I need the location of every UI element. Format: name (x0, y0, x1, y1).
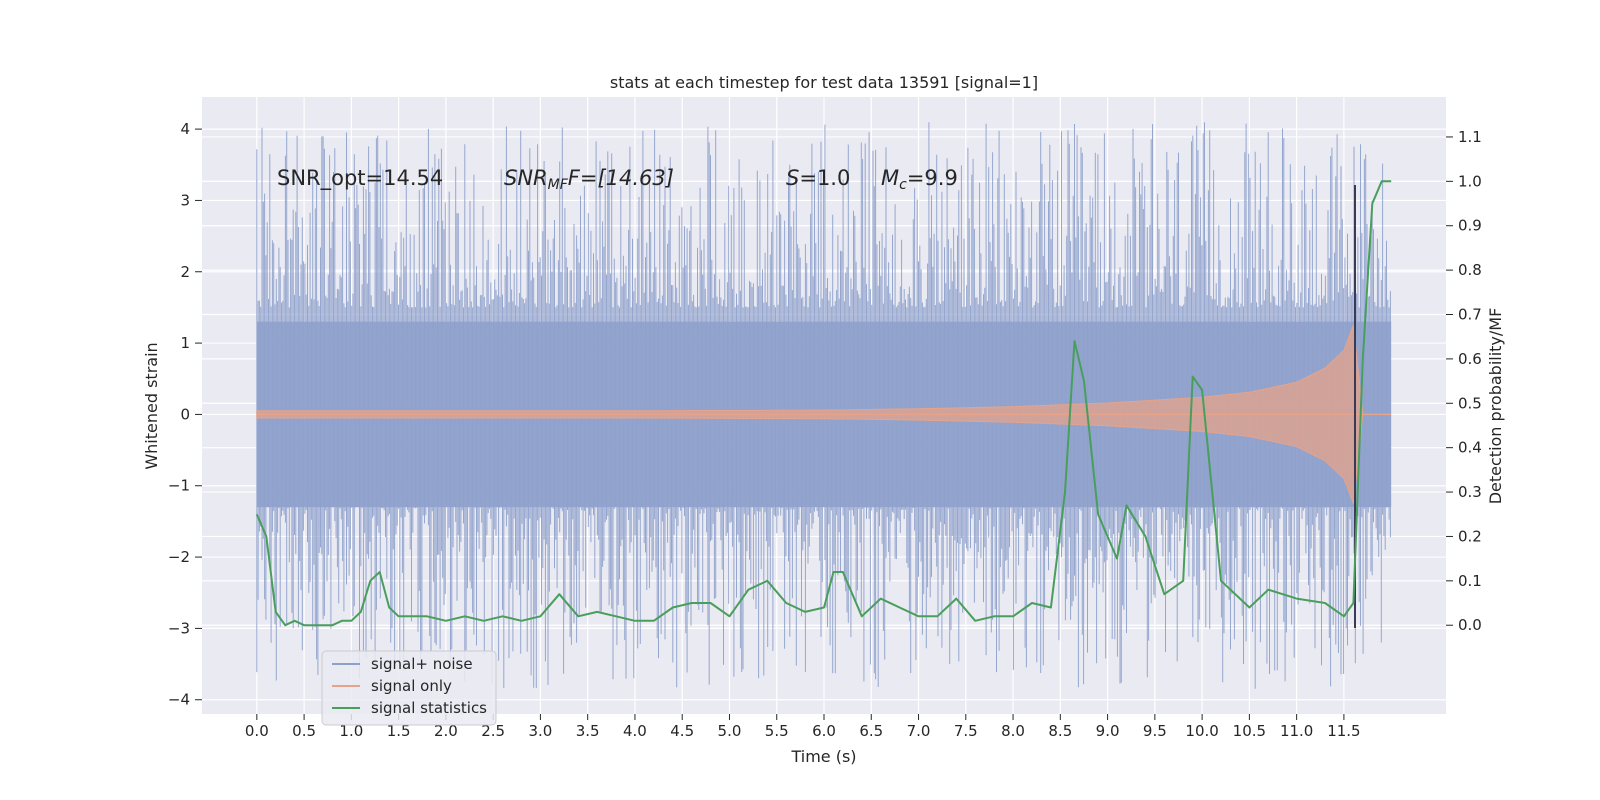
annotation-snr-mf: SNRMFF=[14.63] (504, 166, 674, 193)
y2-axis-ticks: 0.0 0.1 0.2 0.3 0.4 0.5 0.6 0.7 0.8 0.9 1.0 1.1 (1446, 128, 1482, 634)
y2-tick-label: 0.8 (1458, 261, 1482, 279)
y-axis-ticks: −4 −3 −2 −1 0 1 2 3 4 (168, 120, 202, 709)
y2-tick-label: 0.6 (1458, 350, 1482, 368)
chart-title: stats at each timestep for test data 135… (610, 73, 1038, 92)
legend: signal+ noise signal only signal statist… (321, 650, 497, 726)
x-tick-label: 10.5 (1233, 722, 1266, 740)
x-tick-label: 8.5 (1048, 722, 1072, 740)
x-tick-label: 0.0 (245, 722, 269, 740)
signal-statistics-series (255, 180, 1392, 627)
x-tick-label: 6.5 (859, 722, 883, 740)
y2-tick-label: 1.1 (1458, 128, 1482, 146)
x-tick-label: 9.5 (1143, 722, 1167, 740)
y-tick-label: 2 (180, 263, 190, 281)
x-tick-label: 2.0 (434, 722, 458, 740)
x-tick-label: 2.5 (481, 722, 505, 740)
x-tick-label: 3.5 (576, 722, 600, 740)
y2-tick-label: 0.3 (1458, 483, 1482, 501)
y-tick-label: 1 (180, 334, 190, 352)
y-axis-label: Whitened strain (142, 342, 161, 469)
y-tick-label: 0 (180, 405, 190, 423)
mc-rest: =9.9 (907, 166, 958, 190)
annotation-snr-opt: SNR_opt=14.54 (277, 166, 443, 191)
stats-line (255, 180, 1392, 627)
annotation-mc: Mc=9.9 (881, 166, 958, 193)
y-tick-label: 4 (180, 120, 190, 138)
x-tick-label: 1.0 (339, 722, 363, 740)
y2-tick-label: 0.1 (1458, 572, 1482, 590)
snr-mf-main: SNR (504, 166, 548, 190)
y2-tick-label: 0.7 (1458, 306, 1482, 324)
x-tick-label: 7.0 (907, 722, 931, 740)
s-rest: =1.0 (799, 166, 850, 190)
y2-tick-label: 0.5 (1458, 394, 1482, 412)
legend-label-signal: signal only (371, 677, 452, 695)
mc-var: M (881, 166, 899, 190)
x-tick-label: 5.5 (765, 722, 789, 740)
x-tick-label: 8.0 (1001, 722, 1025, 740)
snr-mf-sub: MF (548, 177, 569, 193)
y2-tick-label: 0.0 (1458, 616, 1482, 634)
x-tick-label: 4.0 (623, 722, 647, 740)
snr-mf-rest: F=[14.63] (568, 166, 674, 190)
legend-label-noise: signal+ noise (371, 655, 473, 673)
x-tick-label: 9.0 (1096, 722, 1120, 740)
legend-label-stats: signal statistics (371, 699, 487, 717)
s-var: S (786, 166, 799, 190)
x-tick-label: 11.0 (1280, 722, 1313, 740)
annotation-s: S=1.0 (786, 166, 850, 190)
y2-tick-label: 0.2 (1458, 527, 1482, 545)
y-tick-label: −2 (168, 548, 190, 566)
y-tick-label: −1 (168, 477, 190, 495)
x-tick-label: 4.5 (670, 722, 694, 740)
x-tick-label: 3.0 (528, 722, 552, 740)
y-tick-label: 3 (180, 191, 190, 209)
x-tick-label: 10.0 (1185, 722, 1218, 740)
y2-tick-label: 0.4 (1458, 439, 1482, 457)
x-axis-label: Time (s) (790, 747, 856, 766)
x-tick-label: 1.5 (387, 722, 411, 740)
x-tick-label: 7.5 (954, 722, 978, 740)
legend-box (321, 650, 497, 726)
y2-axis-label: Detection probability/MF (1486, 308, 1505, 505)
x-tick-label: 5.0 (718, 722, 742, 740)
y2-tick-label: 0.9 (1458, 217, 1482, 235)
x-axis-ticks: 0.0 0.5 1.0 1.5 2.0 2.5 3.0 3.5 4.0 4.5 5.0 5.5 6.0 6… (245, 714, 1361, 740)
y-tick-label: −4 (168, 691, 190, 709)
x-tick-label: 11.5 (1327, 722, 1360, 740)
mc-sub: c (899, 177, 907, 193)
y-tick-label: −3 (168, 619, 190, 637)
y2-tick-label: 1.0 (1458, 172, 1482, 190)
x-tick-label: 6.0 (812, 722, 836, 740)
x-tick-label: 0.5 (292, 722, 316, 740)
